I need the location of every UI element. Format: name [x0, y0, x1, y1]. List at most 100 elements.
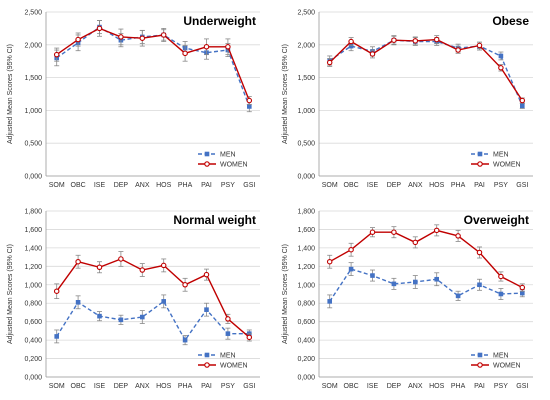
series-women [53, 251, 253, 342]
series-women [53, 20, 253, 105]
x-tick-label: PHA [178, 383, 193, 390]
chart-panel-1: 0,000 0,500 1,000 1,500 2,000 2,500 SOM OBC ISE D… [7, 10, 260, 189]
x-tick-label: ISE [94, 182, 106, 189]
data-point [476, 42, 483, 49]
y-tick-label: 1,200 [297, 264, 315, 271]
x-tick-label: PAI [474, 383, 485, 390]
x-tick-label: HOS [156, 383, 172, 390]
data-point [519, 284, 526, 291]
x-tick-label: HOS [429, 182, 445, 189]
series-men [54, 20, 252, 113]
y-tick-label: 0,500 [24, 141, 42, 148]
legend-label: WOMEN [493, 162, 521, 169]
legend-label: MEN [493, 152, 509, 159]
x-tick-label: ANX [135, 383, 150, 390]
data-point [498, 65, 504, 71]
x-tick-label: SOM [49, 383, 65, 390]
y-tick-label: 1,800 [24, 209, 42, 216]
y-tick-label: 1,000 [297, 282, 315, 289]
data-point [182, 282, 188, 288]
data-point [369, 51, 376, 57]
legend-label: MEN [220, 152, 236, 159]
legend-label: MEN [493, 353, 509, 360]
x-tick-label: DEP [114, 383, 129, 390]
y-tick-label: 0,600 [297, 319, 315, 326]
x-tick-label: ANX [408, 383, 423, 390]
series-women [326, 35, 526, 104]
data-point [433, 36, 440, 43]
chart-title: Underweight [183, 14, 256, 28]
data-point [247, 104, 252, 109]
y-tick-label: 0,500 [297, 141, 315, 148]
legend-marker [477, 151, 483, 157]
x-tick-label: OBC [344, 182, 359, 189]
y-tick-label: 0,800 [297, 301, 315, 308]
data-point [455, 47, 461, 53]
x-tick-label: PSY [494, 383, 508, 390]
data-point [455, 233, 461, 239]
y-tick-label: 2,000 [297, 42, 315, 49]
legend-label: WOMEN [493, 363, 521, 370]
y-tick-label: 2,500 [24, 10, 42, 17]
y-axis-label: Adjusted Mean Scores (95% CI) [282, 44, 289, 144]
data-point [348, 246, 354, 253]
data-point [477, 282, 482, 288]
x-tick-label: PSY [221, 182, 235, 189]
legend-entry-men: MEN [471, 353, 509, 360]
chart-panel-3: 0,000 0,200 0,400 0,600 0,800 1,000 1,200 1,400… [7, 209, 260, 390]
series-line [329, 39, 523, 107]
data-point [412, 38, 419, 44]
y-tick-label: 0,400 [24, 338, 42, 345]
y-tick-label: 2,000 [24, 42, 42, 49]
x-tick-label: GSI [243, 383, 255, 390]
y-tick-label: 1,000 [297, 108, 315, 115]
legend-marker [204, 362, 210, 368]
data-point [433, 227, 440, 234]
data-point [412, 239, 419, 246]
x-tick-label: ISE [367, 182, 379, 189]
legend-marker [204, 352, 210, 358]
data-point [326, 258, 333, 265]
data-point [75, 36, 81, 43]
legend-entry-women: WOMEN [471, 161, 521, 169]
data-point [139, 35, 146, 41]
data-point [326, 59, 333, 66]
y-tick-label: 0,000 [297, 375, 315, 382]
x-tick-label: ANX [408, 182, 423, 189]
series-line [329, 268, 523, 302]
data-point [520, 103, 525, 109]
legend-entry-men: MEN [198, 152, 236, 159]
legend-marker [204, 151, 210, 157]
y-axis-label: Adjusted Mean Scores (95% CI) [7, 44, 14, 144]
y-axis-label: Adjusted Mean Scores (95% CI) [282, 244, 289, 344]
y-axis-label: Adjusted Mean Scores (95% CI) [7, 244, 14, 344]
legend-label: MEN [220, 353, 236, 360]
series-line [56, 300, 250, 342]
x-tick-label: PHA [451, 182, 466, 189]
data-point [97, 313, 102, 319]
data-point [369, 229, 376, 235]
series-men [54, 294, 252, 346]
data-point [204, 307, 209, 312]
data-point [498, 273, 504, 280]
data-point [476, 249, 483, 256]
legend-label: WOMEN [220, 363, 248, 370]
data-point [75, 258, 81, 265]
data-point [455, 293, 461, 299]
data-point [161, 299, 166, 304]
x-tick-label: OBC [71, 182, 86, 189]
data-point [225, 44, 231, 50]
data-point [498, 291, 504, 297]
x-tick-label: DEP [114, 182, 129, 189]
data-point [348, 38, 354, 45]
y-tick-label: 0,400 [297, 338, 315, 345]
x-tick-label: GSI [516, 383, 528, 390]
data-point [160, 262, 167, 269]
legend-marker [477, 352, 483, 358]
x-tick-label: ANX [135, 182, 150, 189]
y-tick-label: 1,600 [297, 227, 315, 234]
data-point [139, 267, 146, 273]
x-tick-label: PHA [178, 182, 193, 189]
data-point [118, 317, 124, 323]
